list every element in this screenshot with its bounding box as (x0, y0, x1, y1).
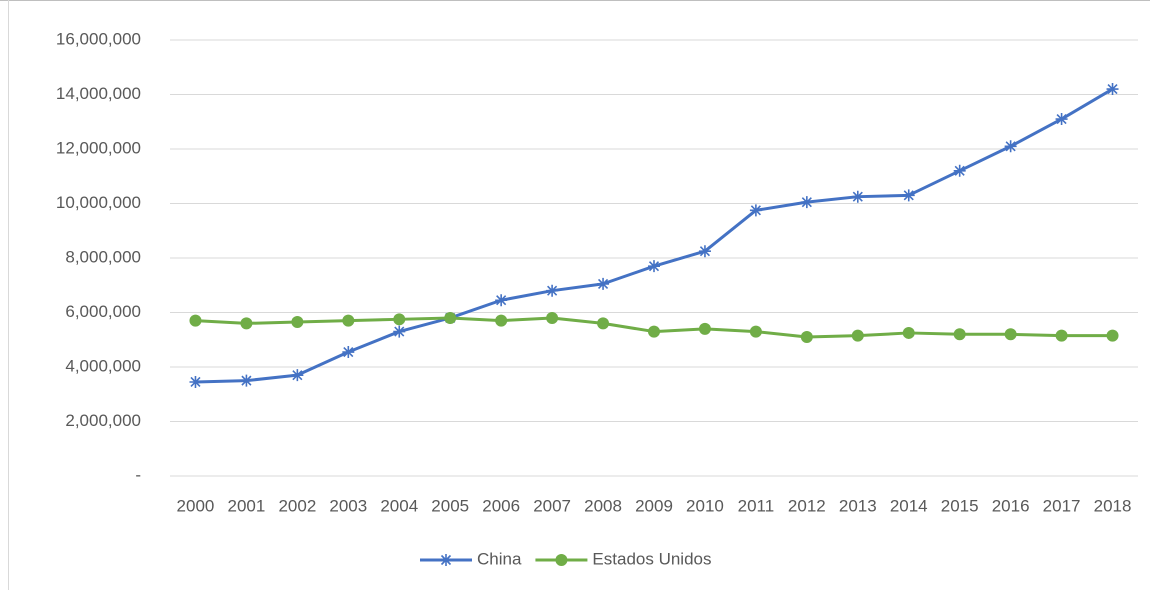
point-marker (953, 164, 966, 177)
point-marker (1106, 329, 1119, 342)
x-tick-label: 2004 (380, 496, 418, 515)
legend-marker (555, 554, 568, 566)
point-marker (240, 317, 253, 330)
point-marker (749, 325, 762, 338)
point-marker (1055, 113, 1068, 126)
point-marker (342, 314, 355, 327)
point-marker (800, 196, 813, 209)
point-marker (749, 204, 762, 217)
point-marker (698, 322, 711, 335)
point-marker (495, 314, 508, 327)
point-marker (495, 294, 508, 307)
point-marker (1004, 140, 1017, 153)
point-marker (597, 317, 610, 330)
x-tick-label: 2003 (329, 496, 367, 515)
point-marker (444, 311, 457, 324)
point-marker (393, 313, 406, 326)
y-tick-label: 8,000,000 (65, 247, 141, 266)
point-marker (1004, 328, 1017, 341)
x-tick-label: 2008 (584, 496, 622, 515)
x-tick-label: 2009 (635, 496, 673, 515)
x-tick-label: 2011 (738, 496, 775, 515)
x-tick-label: 2016 (992, 496, 1030, 515)
y-tick-label: 14,000,000 (56, 84, 141, 103)
point-marker (393, 325, 406, 338)
x-tick-label: 2017 (1043, 496, 1081, 515)
point-marker (648, 325, 660, 338)
y-tick-label: 4,000,000 (65, 356, 141, 375)
x-tick-label: 2012 (788, 496, 826, 515)
legend-marker (440, 554, 452, 566)
point-marker (902, 326, 915, 339)
point-marker (1106, 83, 1119, 96)
point-marker (291, 316, 304, 329)
point-marker (189, 314, 202, 327)
legend-label: China (477, 549, 522, 568)
x-tick-label: 2006 (482, 496, 520, 515)
x-tick-label: 2013 (839, 496, 877, 515)
point-marker (597, 277, 610, 290)
point-marker (953, 328, 966, 341)
series-line (195, 87, 1114, 384)
point-marker (800, 331, 813, 344)
point-marker (189, 375, 202, 388)
x-tick-label: 2014 (890, 496, 928, 515)
point-marker (1055, 329, 1068, 342)
x-tick-label: 2007 (533, 496, 571, 515)
point-marker (546, 311, 559, 324)
point-marker (851, 190, 864, 203)
x-tick-label: 2015 (941, 496, 979, 515)
point-marker (291, 369, 304, 382)
y-tick-label: 10,000,000 (56, 193, 141, 212)
x-tick-label: 2010 (686, 496, 724, 515)
y-tick-label: 6,000,000 (65, 302, 141, 321)
y-tick-label: - (135, 465, 141, 484)
x-tick-label: 2018 (1094, 496, 1132, 515)
x-tick-label: 2005 (431, 496, 469, 515)
point-marker (698, 245, 711, 258)
y-tick-label: 2,000,000 (65, 411, 141, 430)
point-marker (342, 346, 355, 359)
x-tick-label: 2000 (177, 496, 215, 515)
legend-label: Estados Unidos (592, 549, 711, 568)
point-marker (240, 374, 253, 387)
y-tick-label: 16,000,000 (56, 29, 141, 48)
x-tick-label: 2001 (228, 496, 266, 515)
point-marker (851, 329, 864, 342)
x-tick-label: 2002 (278, 496, 316, 515)
point-marker (648, 260, 660, 273)
point-marker (902, 189, 915, 202)
y-tick-label: 12,000,000 (56, 138, 141, 157)
point-marker (546, 284, 559, 297)
